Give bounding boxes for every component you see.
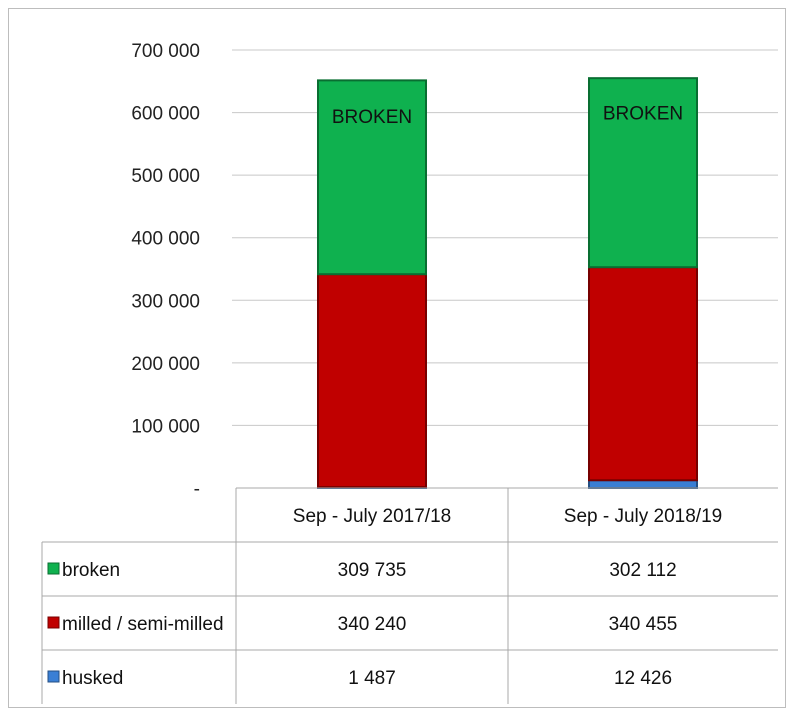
bar-segment-broken [317, 79, 427, 276]
bar-segment-husked [588, 479, 698, 490]
y-tick-label: 300 000 [131, 291, 200, 312]
legend-swatch [47, 616, 60, 629]
table-value: 340 240 [338, 614, 407, 635]
y-tick-label: 200 000 [131, 354, 200, 375]
bars: BROKEN BROKEN [317, 77, 698, 490]
y-tick-label: 700 000 [131, 41, 200, 62]
bar-segment-milled-semi-milled [317, 273, 427, 489]
y-tick-label: 600 000 [131, 104, 200, 125]
legend-swatch [47, 670, 60, 683]
data-table: Sep - July 2017/18 Sep - July 2018/19 brok… [41, 487, 778, 704]
legend-swatch [47, 562, 60, 575]
table-value: 309 735 [338, 560, 407, 581]
table-value: 1 487 [348, 668, 396, 689]
y-tick-label: - [194, 479, 200, 500]
x-category-label: Sep - July 2018/19 [564, 506, 722, 527]
table-value: 302 112 [609, 560, 676, 581]
x-category-label: Sep - July 2017/18 [293, 506, 451, 527]
y-tick-label: 500 000 [131, 166, 200, 187]
bar-segment-milled-semi-milled [588, 266, 698, 482]
bar-annotation: BROKEN [332, 107, 412, 128]
table-value: 12 426 [614, 668, 672, 689]
y-axis-ticks: - 100 000 200 000 300 000 400 000 500 000 600 … [131, 41, 200, 500]
y-tick-label: 100 000 [131, 416, 200, 437]
bar-annotation: BROKEN [603, 104, 683, 125]
y-tick-label: 400 000 [131, 229, 200, 250]
legend-label: husked [62, 668, 123, 689]
table-value: 340 455 [609, 614, 678, 635]
bar-segment-broken [588, 77, 698, 269]
legend-label: broken [62, 560, 120, 581]
legend-label: milled / semi-milled [62, 614, 224, 635]
chart-frame [8, 8, 786, 708]
